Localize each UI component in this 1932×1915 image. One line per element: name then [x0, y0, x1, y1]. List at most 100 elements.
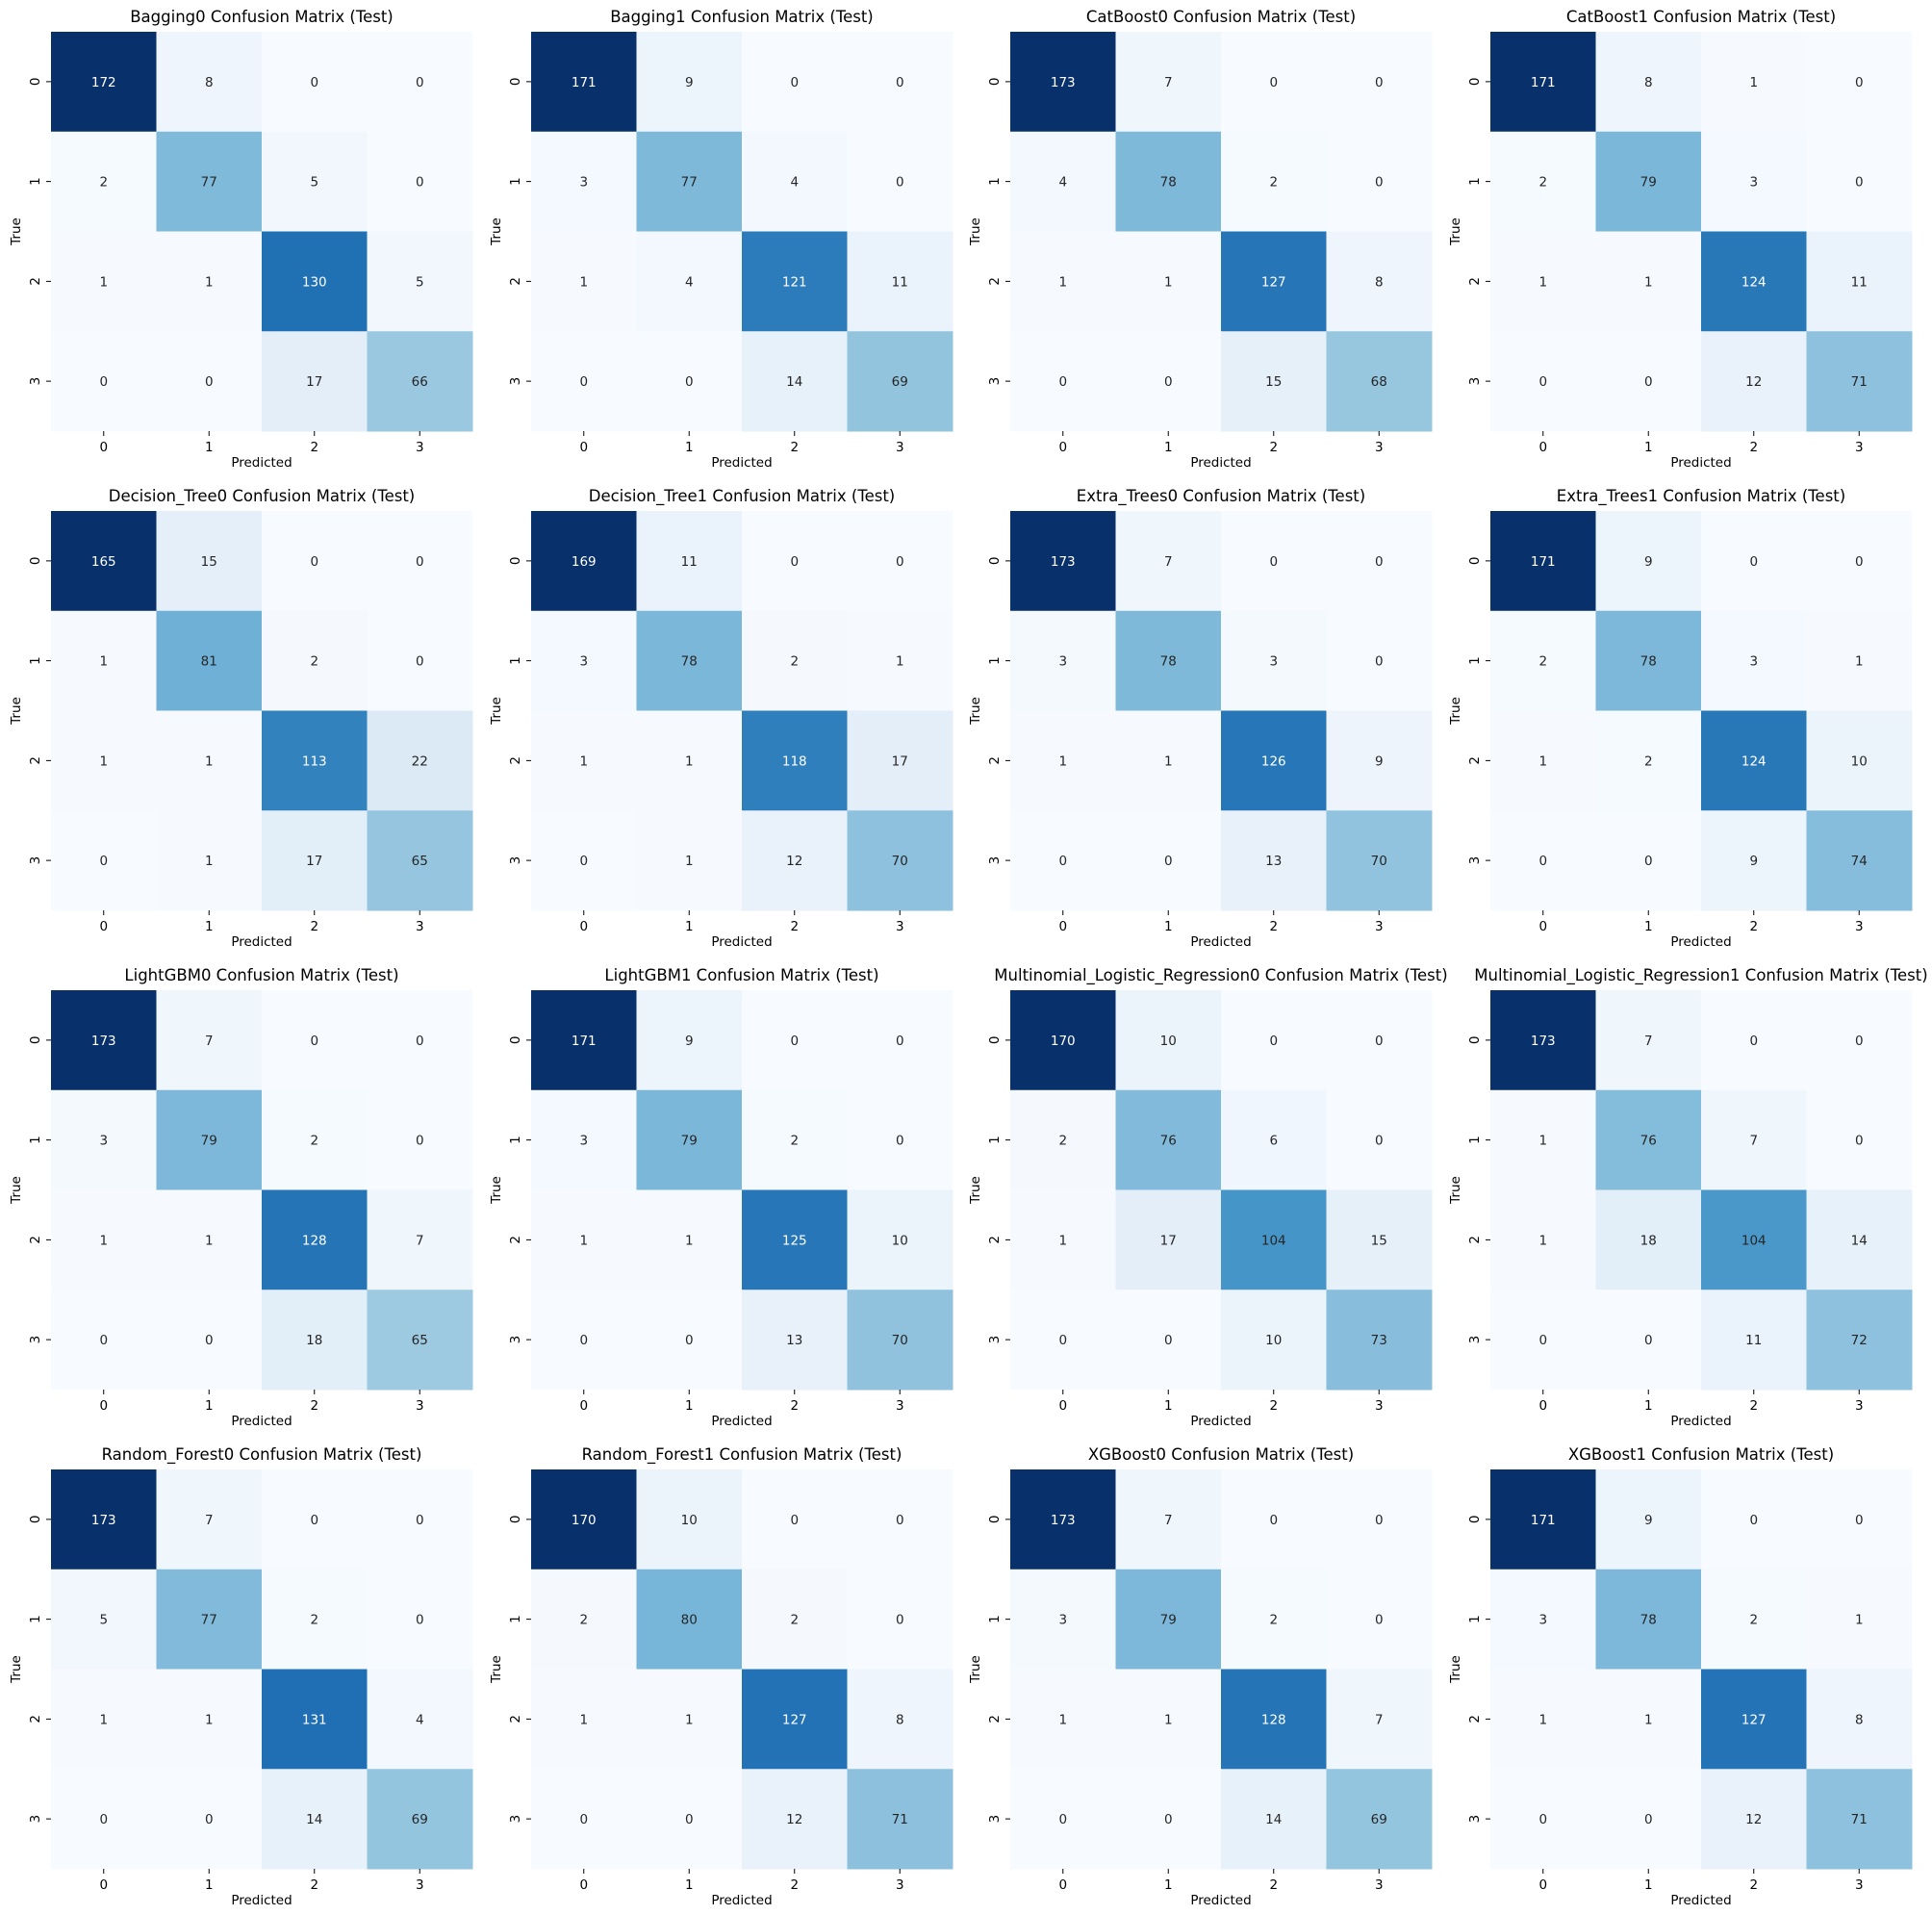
cell-value-label: 3	[1749, 654, 1758, 670]
cell-value-label: 9	[1644, 1513, 1653, 1528]
heatmap-cell	[636, 1289, 743, 1391]
cell-value-label: 173	[1051, 75, 1076, 90]
y-tick-label: 1	[1467, 1615, 1483, 1623]
heatmap-cell	[1326, 1569, 1433, 1670]
heatmap-cell	[742, 1569, 848, 1670]
cell-value-label: 81	[201, 654, 217, 670]
heatmap-cell	[1115, 331, 1222, 432]
heatmap-cell	[1010, 1669, 1116, 1770]
heatmap-cell	[156, 990, 263, 1091]
heatmap-cell	[51, 1289, 157, 1391]
cell-value-label: 0	[99, 854, 108, 869]
x-tick-label: 0	[99, 919, 108, 934]
heatmap-cell	[1490, 810, 1596, 911]
heatmap-cell	[156, 710, 263, 811]
heatmap-cell	[51, 1469, 157, 1570]
heatmap-cell	[1221, 1469, 1327, 1570]
x-axis-label: Predicted	[231, 455, 292, 471]
heatmap-cell	[636, 32, 743, 133]
y-tick-label: 0	[987, 1036, 1003, 1045]
heatmap-cell	[262, 1089, 368, 1190]
y-tick-label: 1	[508, 1136, 523, 1144]
heatmap-cell	[51, 131, 157, 232]
heatmap-cell	[847, 131, 953, 232]
heatmap-cell	[1701, 810, 1807, 911]
y-tick-label: 2	[508, 756, 523, 765]
cell-value-label: 7	[1644, 1034, 1653, 1049]
heatmap-cell	[1010, 231, 1116, 332]
x-tick-label: 2	[310, 1398, 318, 1414]
heatmap-panel: Decision_Tree1 Confusion Matrix (Test) 16…	[489, 487, 953, 950]
x-tick-label: 2	[1749, 1877, 1758, 1893]
cell-value-label: 3	[99, 1134, 108, 1149]
heatmap-panel: Multinomial_Logistic_Regression1 Confusi…	[1448, 966, 1928, 1429]
heatmap-panel: Bagging0 Confusion Matrix (Test)172 8 0 02 7…	[9, 8, 473, 471]
cell-value-label: 1	[1164, 274, 1173, 290]
cell-value-label: 3	[579, 654, 588, 670]
x-tick-label: 3	[1855, 919, 1864, 934]
heatmap-cell	[531, 990, 637, 1091]
x-tick-label: 1	[1164, 919, 1173, 934]
cell-value-label: 0	[685, 374, 694, 390]
heatmap-cell	[1115, 511, 1222, 612]
cell-value-label: 0	[1375, 554, 1384, 570]
heatmap-cell	[1806, 32, 1913, 133]
heatmap-cell	[1490, 331, 1596, 432]
heatmap-cell	[1221, 131, 1327, 232]
x-tick-label: 1	[685, 919, 694, 934]
y-tick-label: 0	[508, 1036, 523, 1045]
heatmap-cell	[847, 990, 953, 1091]
cell-value-label: 169	[572, 554, 597, 570]
heatmap-title: Extra_Trees0 Confusion Matrix (Test)	[1077, 487, 1365, 506]
heatmap-cell	[847, 1189, 953, 1290]
y-tick-label: 0	[508, 78, 523, 87]
cell-value-label: 0	[99, 1812, 108, 1827]
x-tick-label: 3	[416, 919, 424, 934]
x-tick-label: 2	[1269, 919, 1278, 934]
heatmap-cell	[51, 1769, 157, 1870]
heatmap-cell	[1595, 32, 1702, 133]
heatmap-cell	[1221, 1089, 1327, 1190]
heatmap-cell	[636, 1189, 743, 1290]
heatmap-cell	[1115, 1469, 1222, 1570]
cell-value-label: 1	[1538, 1233, 1547, 1248]
cell-value-label: 78	[1640, 654, 1657, 670]
x-tick-label: 1	[685, 1877, 694, 1893]
cell-value-label: 1	[1644, 1712, 1653, 1727]
heatmap-cell	[1701, 990, 1807, 1091]
cell-value-label: 0	[1538, 374, 1547, 390]
cell-value-label: 17	[306, 374, 322, 390]
heatmap-cell	[1221, 610, 1327, 711]
x-tick-label: 0	[579, 1398, 588, 1414]
cell-value-label: 0	[310, 1034, 318, 1049]
cell-value-label: 13	[786, 1333, 802, 1348]
cell-value-label: 0	[790, 1513, 799, 1528]
heatmap-cell	[1326, 1289, 1433, 1391]
cell-value-label: 65	[412, 1333, 428, 1348]
x-tick-label: 1	[685, 440, 694, 455]
heatmap-cell	[156, 810, 263, 911]
cell-value-label: 165	[91, 554, 116, 570]
heatmap-title: Bagging1 Confusion Matrix (Test)	[610, 8, 874, 26]
heatmap-title: Decision_Tree1 Confusion Matrix (Test)	[589, 487, 896, 506]
cell-value-label: 14	[306, 1812, 322, 1827]
heatmap-title: LightGBM0 Confusion Matrix (Test)	[124, 966, 398, 984]
x-tick-label: 0	[579, 1877, 588, 1893]
heatmap-cell	[1490, 710, 1596, 811]
x-tick-label: 2	[1269, 1398, 1278, 1414]
heatmap-cell	[1595, 331, 1702, 432]
heatmap-cell	[1221, 231, 1327, 332]
y-tick-label: 3	[28, 377, 43, 386]
heatmap-cell	[847, 331, 953, 432]
heatmap-cell	[531, 1189, 637, 1290]
cell-value-label: 3	[1269, 654, 1278, 670]
cell-value-label: 173	[91, 1513, 116, 1528]
cell-value-label: 0	[310, 554, 318, 570]
cell-value-label: 17	[892, 753, 908, 769]
cell-value-label: 131	[302, 1712, 327, 1727]
heatmap-cell	[1010, 131, 1116, 232]
cell-value-label: 1	[1855, 1613, 1864, 1628]
heatmap-cell	[1490, 1089, 1596, 1190]
cell-value-label: 0	[310, 75, 318, 90]
cell-value-label: 0	[99, 1333, 108, 1348]
